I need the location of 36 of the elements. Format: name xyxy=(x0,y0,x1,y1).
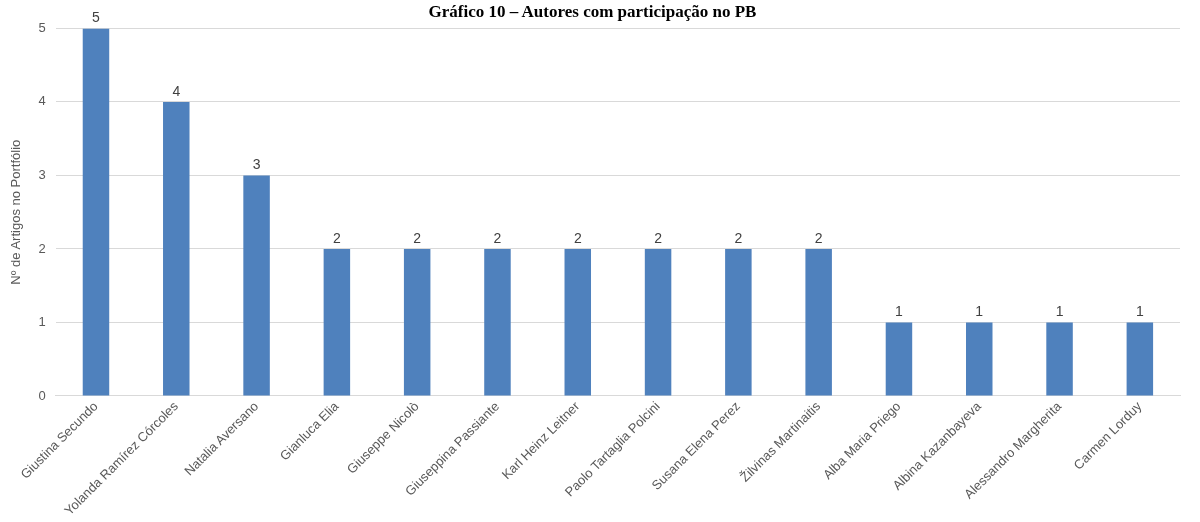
chart-title: Gráfico 10 – Autores com participação no PB xyxy=(428,1,757,21)
y-tick-label: 4 xyxy=(38,93,46,109)
bar xyxy=(644,248,672,396)
y-tick-label: 0 xyxy=(38,387,46,403)
y-tick-label: 1 xyxy=(38,314,46,330)
data-label: 2 xyxy=(573,229,582,246)
data-label: 2 xyxy=(654,229,663,246)
data-label: 3 xyxy=(252,156,261,173)
bar xyxy=(323,248,351,396)
bar xyxy=(1046,322,1073,396)
bar xyxy=(403,248,431,396)
bar xyxy=(966,322,993,396)
bar xyxy=(725,248,752,396)
data-label: 2 xyxy=(814,229,823,246)
data-label: 2 xyxy=(413,229,422,246)
data-label: 2 xyxy=(734,229,743,246)
bar xyxy=(243,175,270,396)
bar xyxy=(1126,322,1154,396)
y-tick-label: 3 xyxy=(38,167,46,182)
data-label: 1 xyxy=(1135,303,1144,320)
bar xyxy=(82,28,110,396)
bar xyxy=(805,248,832,396)
bar xyxy=(564,248,592,396)
data-label: 1 xyxy=(1055,303,1064,320)
y-axis-title: Nº de Artigos no Portfólio xyxy=(8,139,24,285)
y-tick-label: 2 xyxy=(38,240,46,256)
data-label: 2 xyxy=(332,229,341,246)
data-label: 1 xyxy=(895,303,904,320)
data-label: 2 xyxy=(493,229,502,246)
bar xyxy=(484,248,511,396)
y-tick-label: 5 xyxy=(38,19,46,35)
data-label: 1 xyxy=(975,303,984,320)
bar xyxy=(885,322,913,396)
bar xyxy=(163,101,190,396)
data-label: 5 xyxy=(92,9,101,26)
data-label: 4 xyxy=(172,82,181,99)
